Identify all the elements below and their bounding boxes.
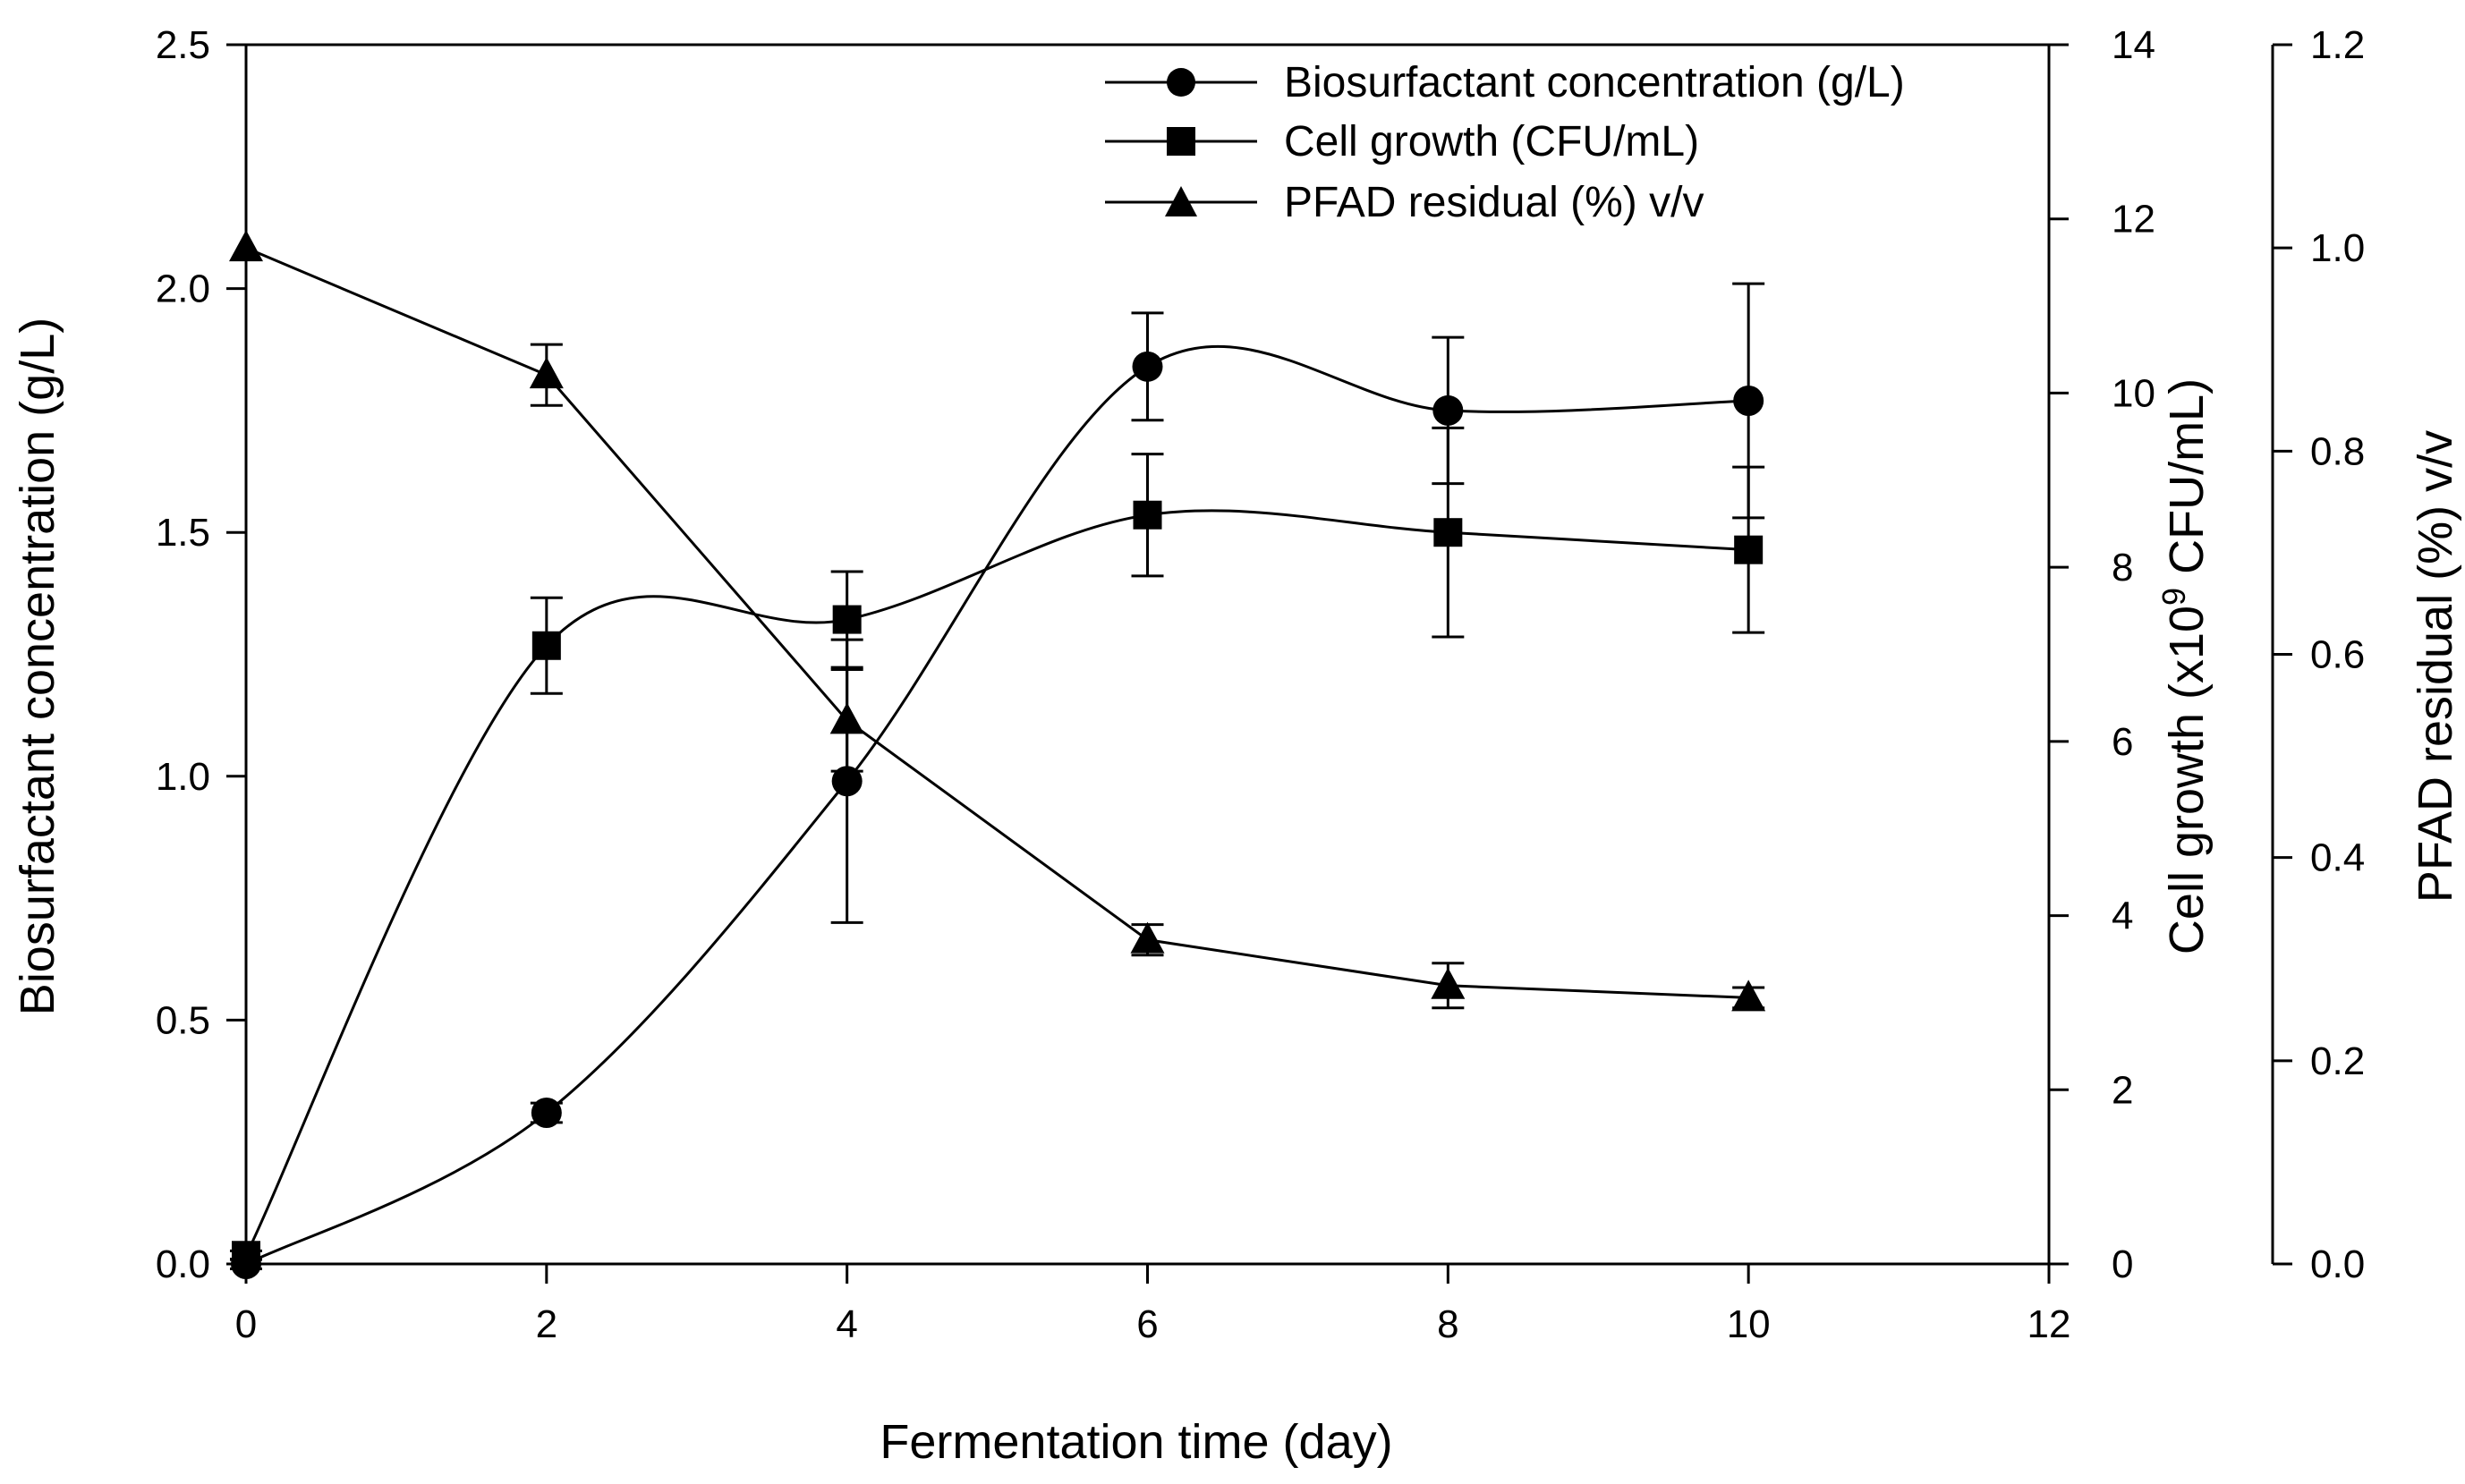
marker-cell-growth-2 (832, 605, 862, 634)
x-tick-label-4: 8 (1437, 1302, 1458, 1346)
y-right2-tick-label-3: 0.6 (2310, 633, 2365, 677)
x-tick-label-5: 10 (1727, 1302, 1771, 1346)
x-tick-label-6: 12 (2027, 1302, 2071, 1346)
y-left-tick-label-1: 0.5 (156, 998, 210, 1042)
y-left-tick-label-2: 1.0 (156, 755, 210, 799)
marker-biosurfactant-4 (1432, 394, 1464, 426)
marker-cell-growth-5 (1734, 535, 1764, 564)
marker-cell-growth-1 (531, 631, 561, 660)
y-left-tick-label-3: 1.5 (156, 511, 210, 555)
y-right2-tick-label-1: 0.2 (2310, 1039, 2365, 1083)
x-tick-label-1: 2 (536, 1302, 557, 1346)
legend-label-cell-growth: Cell growth (CFU/mL) (1284, 118, 1699, 165)
marker-pfad-1 (529, 357, 564, 389)
y-right1-tick-label-6: 12 (2112, 198, 2155, 242)
cell-growth-title-suffix: CFU/mL) (2160, 378, 2214, 588)
x-tick-label-2: 4 (836, 1302, 857, 1346)
marker-pfad-0 (229, 230, 263, 262)
y-axis-left-title: Biosurfactant concentration (g/L) (11, 318, 64, 1015)
y-right2-tick-label-4: 0.8 (2310, 429, 2365, 473)
y-left-tick-label-4: 2.0 (156, 267, 210, 311)
y-right1-tick-label-1: 2 (2112, 1068, 2133, 1112)
cell-growth-title-exponent: 9 (2155, 588, 2192, 606)
marker-pfad-2 (829, 702, 864, 734)
marker-biosurfactant-3 (1132, 351, 1163, 382)
cell-growth-title-prefix: Cell growth (x10 (2160, 606, 2214, 954)
legend-marker-square-icon (1167, 127, 1195, 156)
x-tick-label-0: 0 (235, 1302, 257, 1346)
legend-label-biosurfactant: Biosurfactant concentration (g/L) (1284, 59, 1905, 106)
y-right2-tick-label-0: 0.0 (2310, 1242, 2365, 1286)
y-right2-tick-label-6: 1.2 (2310, 23, 2365, 67)
y-right1-tick-label-2: 4 (2112, 895, 2133, 938)
y-right1-tick-label-4: 8 (2112, 546, 2133, 589)
marker-pfad-3 (1130, 921, 1165, 954)
series-line-cell-growth (244, 509, 1749, 1256)
legend: Biosurfactant concentration (g/L) Cell g… (1105, 59, 1905, 226)
y-left-tick-label-0: 0.0 (156, 1242, 210, 1286)
legend-marker-triangle-icon (1165, 186, 1197, 216)
marker-biosurfactant-5 (1733, 385, 1764, 416)
x-axis-title: Fermentation time (day) (880, 1415, 1392, 1469)
marker-pfad-4 (1431, 967, 1466, 999)
marker-cell-growth-0 (232, 1241, 260, 1270)
legend-label-pfad: PFAD residual (%) v/v (1284, 179, 1704, 226)
y-left-tick-label-5: 2.5 (156, 23, 210, 67)
series-line-biosurfactant (245, 344, 1749, 1266)
marker-biosurfactant-1 (531, 1097, 562, 1128)
y-right2-tick-label-5: 1.0 (2310, 226, 2365, 270)
axes-layer: 0 2 4 6 8 10 12 0.0 0.5 1.0 1.5 2.0 2.5 0 2 4 6 8 10 12 14 0.… (156, 23, 2365, 1346)
y-right1-tick-label-0: 0 (2112, 1242, 2133, 1286)
y-axis-right-cell-growth-title: Cell growth (x109 CFU/mL) (2155, 378, 2214, 954)
marker-biosurfactant-2 (831, 766, 863, 797)
y-right2-tick-label-2: 0.4 (2310, 836, 2365, 880)
series-line-pfad (245, 246, 1749, 999)
y-right1-tick-label-7: 14 (2112, 23, 2155, 67)
y-right1-tick-label-5: 10 (2112, 371, 2155, 415)
legend-marker-circle-icon (1167, 68, 1195, 97)
marker-cell-growth-4 (1433, 518, 1463, 547)
x-tick-label-3: 6 (1136, 1302, 1158, 1346)
marker-pfad-5 (1731, 979, 1766, 1012)
y-axis-right-pfad-title: PFAD residual (%) v/v (2409, 430, 2462, 903)
y-right1-tick-label-3: 6 (2112, 720, 2133, 764)
data-layer (229, 230, 1766, 1279)
marker-cell-growth-3 (1133, 500, 1162, 530)
